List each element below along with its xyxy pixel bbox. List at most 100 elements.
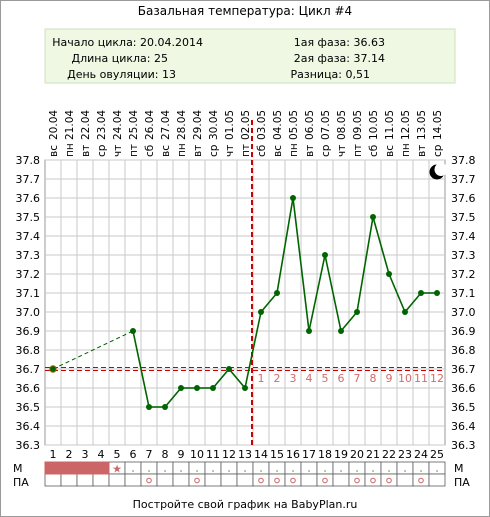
m-cell (204, 461, 222, 475)
series-segment (276, 197, 294, 294)
moon-icon (429, 163, 448, 180)
day-number: 6 (130, 448, 137, 461)
y-tick-label-left: 37.7 (16, 173, 41, 186)
data-point (402, 309, 408, 315)
m-dot (356, 470, 358, 472)
day-number: 8 (162, 448, 169, 461)
pa-cell (332, 473, 350, 487)
x-axis-days: 1 2 3 4 5 6 7 8 9 10 11 12 13 14 15 16 17 18 19 20 21 22 23 24 2… (50, 448, 445, 461)
m-cell (428, 461, 446, 475)
y-tick-label-right: 37.8 (451, 154, 476, 167)
pa-mark (386, 477, 392, 484)
day-number: 15 (270, 448, 284, 461)
y-tick-label-right: 37.5 (451, 211, 476, 224)
date-label: 21.04 (64, 110, 76, 140)
menses-cell (76, 461, 94, 475)
data-point (434, 290, 440, 296)
y-tick-label-left: 37.0 (16, 306, 41, 319)
grid (44, 159, 446, 446)
series-segment (340, 311, 358, 332)
day-number: 12 (222, 448, 236, 461)
series-segment (372, 216, 390, 275)
series-segment (212, 368, 230, 389)
y-tick-label-left: 36.8 (16, 344, 41, 357)
luteal-day-label: 5 (322, 372, 329, 385)
m-dot (308, 470, 310, 472)
weekday-label: вс (272, 145, 284, 157)
phase2-temp: 2ая фаза: 37.14 (294, 52, 385, 65)
luteal-day-label: 7 (354, 372, 361, 385)
date-label: 29.04 (192, 110, 204, 140)
pa-cell (188, 473, 206, 487)
menses-star-icon: ★ (112, 463, 122, 476)
series-segment (388, 273, 406, 313)
pa-cell (316, 473, 334, 487)
data-point (386, 271, 392, 277)
data-point (338, 328, 344, 334)
pa-row-label-left: ПА (13, 476, 29, 489)
pa-cell (380, 473, 398, 487)
luteal-day-label: 6 (338, 372, 345, 385)
data-point (178, 385, 184, 391)
date-label: 14.05 (432, 110, 444, 140)
date-label: 02.05 (240, 110, 252, 140)
weekday-label: чт (336, 145, 348, 157)
y-tick-label-left: 37.1 (16, 287, 41, 300)
pa-cell (140, 473, 158, 487)
m-dot (388, 470, 390, 472)
luteal-day-label: 9 (386, 372, 393, 385)
m-dot (196, 470, 198, 472)
y-tick-label-right: 37.6 (451, 192, 476, 205)
pa-cell (348, 473, 366, 487)
coverline-layer (45, 120, 445, 445)
date-label: 12.05 (400, 110, 412, 140)
m-cell (348, 461, 366, 475)
date-label: 08.05 (336, 110, 348, 140)
luteal-day-label: 12 (430, 372, 444, 385)
data-point (162, 404, 168, 410)
date-label: 27.04 (160, 110, 172, 140)
m-cell (284, 461, 302, 475)
weekday-label: вт (192, 145, 204, 157)
weekday-label: сб (144, 145, 156, 157)
date-label: 26.04 (144, 110, 156, 140)
day-number: 2 (66, 448, 73, 461)
m-dot (164, 470, 166, 472)
m-dot (244, 470, 246, 472)
weekday-label: ср (96, 144, 108, 157)
data-point (146, 404, 152, 410)
m-cell (300, 461, 318, 475)
y-tick-label-left: 37.2 (16, 268, 41, 281)
pa-cell (172, 473, 190, 487)
data-point (290, 195, 296, 201)
weekday-label: чт (112, 145, 124, 157)
day-number: 5 (114, 448, 121, 461)
y-tick-label-right: 36.7 (451, 363, 476, 376)
pa-cell (44, 473, 62, 487)
y-tick-label-left: 37.5 (16, 211, 41, 224)
series-segment (324, 254, 342, 332)
footer-link[interactable]: Постройте свой график на BabyPlan.ru (133, 498, 358, 511)
pa-cell (60, 473, 78, 487)
date-label: 13.05 (416, 110, 428, 140)
data-point (258, 309, 264, 315)
pa-cell (428, 473, 446, 487)
day-number: 7 (146, 448, 153, 461)
data-point (354, 309, 360, 315)
weekday-label: пн (176, 143, 188, 157)
pa-cell (396, 473, 414, 487)
m-dot (292, 470, 294, 472)
date-label: 25.04 (128, 110, 140, 140)
series-segment (356, 216, 374, 313)
y-tick-label-right: 36.8 (451, 344, 476, 357)
date-label: 20.04 (48, 110, 60, 140)
luteal-day-label: 8 (370, 372, 377, 385)
day-number: 1 (50, 448, 57, 461)
date-label: 09.05 (352, 110, 364, 140)
day-number: 14 (254, 448, 268, 461)
day-number: 9 (178, 448, 185, 461)
m-cell (380, 461, 398, 475)
date-label: 07.05 (320, 110, 332, 140)
series-segment (244, 311, 262, 389)
y-tick-label-right: 36.3 (451, 439, 476, 452)
